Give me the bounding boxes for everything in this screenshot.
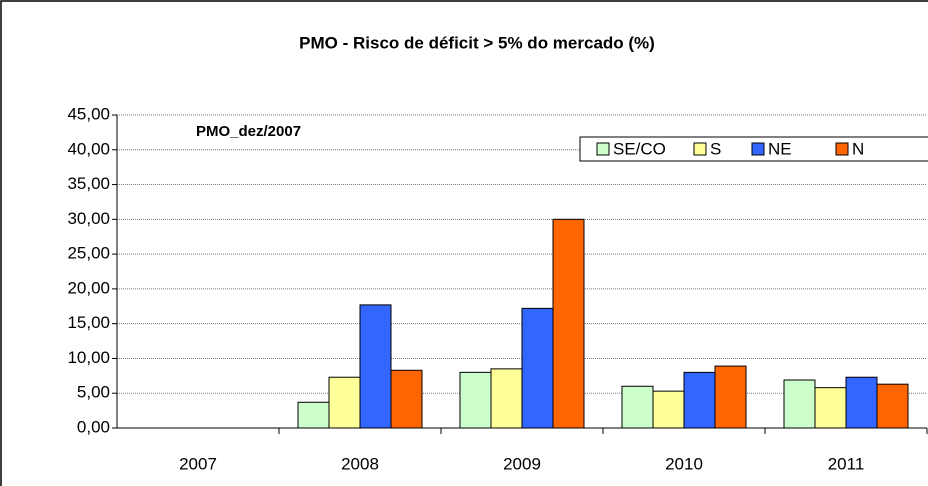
bar bbox=[652, 390, 685, 429]
y-tick-label: 0,00 bbox=[77, 417, 110, 436]
y-tick-label: 45,00 bbox=[67, 104, 110, 123]
legend-swatch bbox=[835, 142, 849, 156]
chart-title: PMO - Risco de déficit > 5% do mercado (… bbox=[299, 33, 655, 52]
bar bbox=[845, 376, 878, 429]
legend-label: NE bbox=[768, 139, 792, 158]
bar bbox=[783, 379, 816, 429]
x-tick-label: 2011 bbox=[828, 454, 865, 473]
x-tick-label: 2007 bbox=[179, 454, 217, 473]
bar bbox=[359, 304, 392, 429]
bar bbox=[328, 376, 361, 429]
legend-label: SE/CO bbox=[613, 139, 666, 158]
bar bbox=[876, 383, 909, 429]
bar bbox=[390, 369, 423, 429]
annotation: PMO_dez/2007 bbox=[196, 123, 301, 140]
legend-swatch bbox=[693, 142, 707, 156]
y-tick-label: 20,00 bbox=[67, 278, 110, 297]
bar bbox=[552, 218, 585, 429]
bar bbox=[814, 387, 847, 429]
y-tick-label: 30,00 bbox=[67, 209, 110, 228]
bar bbox=[621, 385, 654, 429]
bar bbox=[490, 368, 523, 429]
legend-swatch bbox=[596, 142, 610, 156]
y-tick-label: 5,00 bbox=[77, 383, 110, 402]
x-tick-label: 2009 bbox=[503, 454, 541, 473]
bar bbox=[459, 371, 492, 429]
bar bbox=[297, 401, 330, 429]
bar bbox=[714, 365, 747, 429]
bar bbox=[683, 371, 716, 429]
x-tick-label: 2008 bbox=[341, 454, 379, 473]
x-tick-label: 2010 bbox=[665, 454, 703, 473]
legend-label: S bbox=[710, 139, 721, 158]
y-tick-label: 10,00 bbox=[67, 348, 110, 367]
y-tick-label: 40,00 bbox=[67, 139, 110, 158]
legend-label: N bbox=[852, 139, 864, 158]
y-tick-label: 35,00 bbox=[67, 174, 110, 193]
y-tick-label: 15,00 bbox=[67, 313, 110, 332]
y-tick-label: 25,00 bbox=[67, 244, 110, 263]
legend-swatch bbox=[751, 142, 765, 156]
bar bbox=[521, 307, 554, 429]
